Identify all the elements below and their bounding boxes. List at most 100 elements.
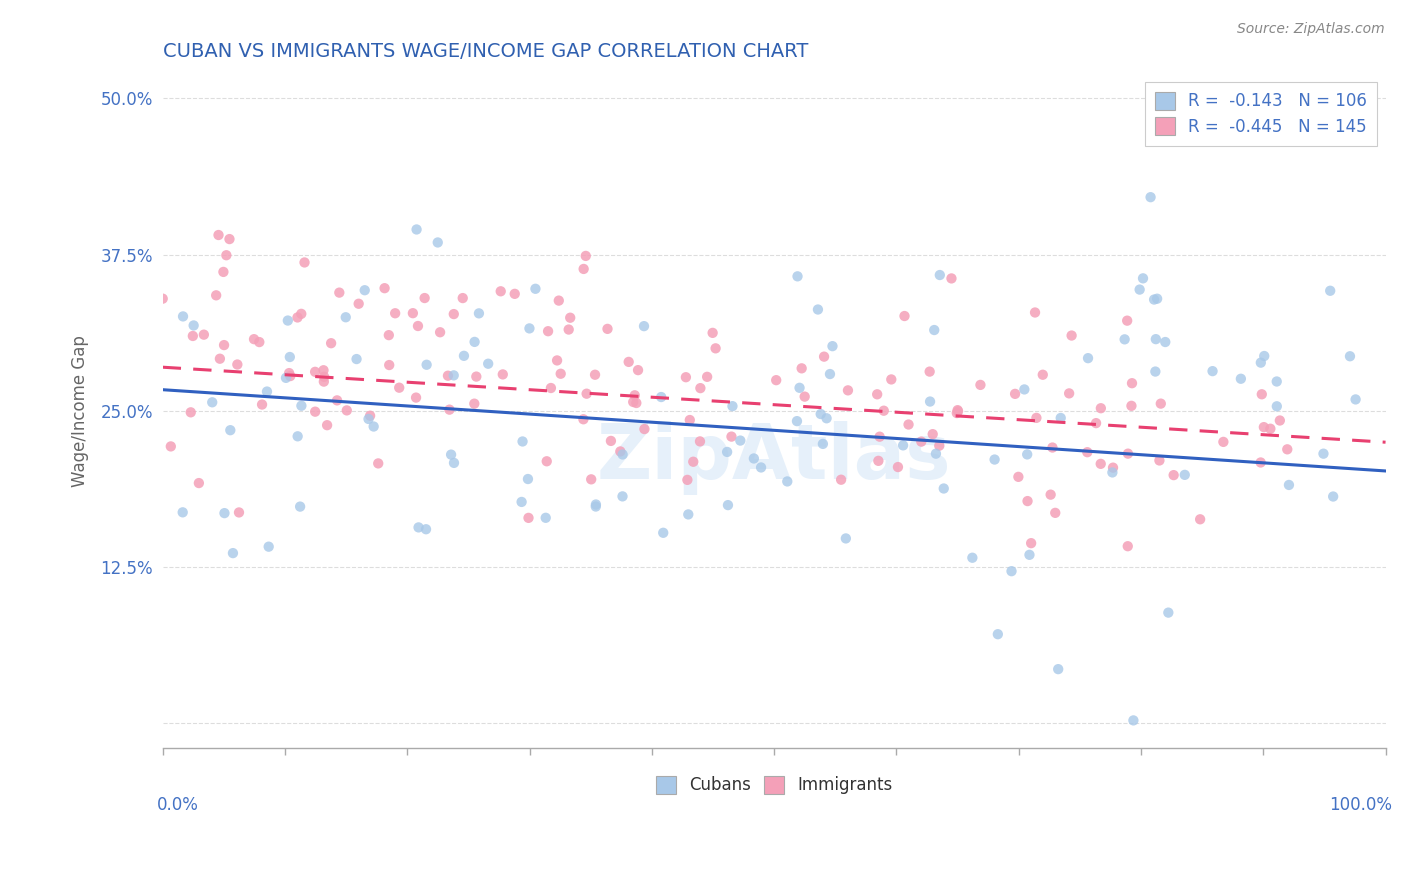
Point xyxy=(550,367,572,381)
Point xyxy=(326,393,349,408)
Point xyxy=(363,419,385,434)
Point xyxy=(585,498,607,512)
Point xyxy=(201,395,224,409)
Point xyxy=(621,395,644,409)
Point xyxy=(1032,368,1054,382)
Point xyxy=(328,285,350,300)
Point xyxy=(1278,478,1301,492)
Point xyxy=(257,540,280,554)
Point xyxy=(503,286,526,301)
Point xyxy=(1014,383,1036,397)
Point xyxy=(704,342,727,356)
Point xyxy=(1260,422,1282,436)
Point xyxy=(1144,365,1167,379)
Point xyxy=(873,403,896,417)
Point xyxy=(304,365,326,379)
Point xyxy=(402,306,425,320)
Point xyxy=(893,309,915,323)
Point xyxy=(152,292,174,306)
Point xyxy=(346,352,368,367)
Point xyxy=(810,407,832,421)
Point xyxy=(1116,447,1139,461)
Point xyxy=(1121,399,1143,413)
Point xyxy=(250,398,273,412)
Point xyxy=(676,473,699,487)
Point xyxy=(918,365,941,379)
Point xyxy=(1004,387,1026,401)
Point xyxy=(214,506,236,520)
Point xyxy=(609,444,631,458)
Point xyxy=(928,268,950,282)
Point xyxy=(1025,410,1047,425)
Point xyxy=(585,500,607,514)
Point xyxy=(212,338,235,352)
Point xyxy=(429,325,451,339)
Point xyxy=(443,307,465,321)
Point xyxy=(219,423,242,437)
Point xyxy=(575,249,598,263)
Point xyxy=(468,306,491,320)
Point xyxy=(983,452,1005,467)
Point xyxy=(921,427,943,442)
Point xyxy=(749,460,772,475)
Point xyxy=(1129,283,1152,297)
Point xyxy=(547,293,569,308)
Point xyxy=(492,368,515,382)
Text: CUBAN VS IMMIGRANTS WAGE/INCOME GAP CORRELATION CHART: CUBAN VS IMMIGRANTS WAGE/INCOME GAP CORR… xyxy=(163,42,808,61)
Point xyxy=(682,455,704,469)
Point xyxy=(969,378,991,392)
Point xyxy=(652,525,675,540)
Point xyxy=(717,498,740,512)
Point xyxy=(1144,332,1167,346)
Point xyxy=(626,396,648,410)
Point xyxy=(575,386,598,401)
Point xyxy=(336,403,359,417)
Point xyxy=(702,326,724,340)
Point xyxy=(314,369,336,384)
Point xyxy=(1322,490,1344,504)
Point xyxy=(489,285,512,299)
Point xyxy=(1146,292,1168,306)
Point xyxy=(679,413,702,427)
Y-axis label: Wage/Income Gap: Wage/Income Gap xyxy=(72,335,89,487)
Point xyxy=(815,411,838,425)
Point xyxy=(278,369,301,384)
Point xyxy=(1268,413,1291,427)
Point xyxy=(277,313,299,327)
Point xyxy=(159,439,181,453)
Point xyxy=(1039,488,1062,502)
Point xyxy=(1007,470,1029,484)
Text: 100.0%: 100.0% xyxy=(1329,796,1392,814)
Point xyxy=(405,391,427,405)
Point xyxy=(962,550,984,565)
Point xyxy=(1253,420,1275,434)
Point xyxy=(866,387,889,401)
Point xyxy=(274,371,297,385)
Point xyxy=(835,532,858,546)
Point xyxy=(868,454,890,468)
Point xyxy=(534,510,557,524)
Point xyxy=(1319,284,1341,298)
Point xyxy=(463,397,485,411)
Point xyxy=(1076,445,1098,459)
Point xyxy=(512,434,534,449)
Point xyxy=(891,438,914,452)
Point xyxy=(335,310,357,325)
Point xyxy=(359,409,381,423)
Point xyxy=(1312,447,1334,461)
Point xyxy=(789,381,811,395)
Point xyxy=(413,291,436,305)
Point xyxy=(633,319,655,334)
Point xyxy=(378,358,401,372)
Point xyxy=(721,399,744,413)
Point xyxy=(517,472,540,486)
Point xyxy=(689,434,711,449)
Point xyxy=(304,405,326,419)
Point xyxy=(1019,536,1042,550)
Point xyxy=(465,369,488,384)
Point xyxy=(765,373,787,387)
Point xyxy=(1101,466,1123,480)
Point xyxy=(312,363,335,377)
Point xyxy=(183,318,205,333)
Point xyxy=(172,505,194,519)
